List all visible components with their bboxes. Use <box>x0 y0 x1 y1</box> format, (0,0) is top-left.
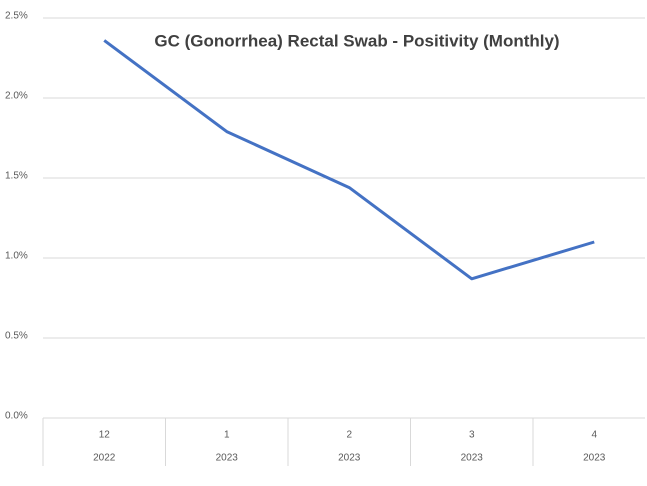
x-group-label: 2023 <box>338 453 361 464</box>
x-tick-label: 1 <box>224 430 230 441</box>
x-tick-label: 12 <box>99 430 111 441</box>
y-tick-label: 1.5% <box>5 171 28 182</box>
x-group-label: 2023 <box>216 453 239 464</box>
chart-title: GC (Gonorrhea) Rectal Swab - Positivity … <box>154 31 559 50</box>
y-tick-label: 0.5% <box>5 331 28 342</box>
y-tick-label: 0.0% <box>5 411 28 422</box>
line-series <box>103 39 595 281</box>
x-tick-label: 2 <box>346 430 352 441</box>
y-tick-label: 2.0% <box>5 91 28 102</box>
x-tick-label: 3 <box>469 430 475 441</box>
x-group-label: 2023 <box>461 453 484 464</box>
x-group-label: 2022 <box>93 453 116 464</box>
x-group-label: 2023 <box>583 453 606 464</box>
y-tick-label: 1.0% <box>5 251 28 262</box>
y-tick-label: 2.5% <box>5 11 28 22</box>
x-tick-label: 4 <box>591 430 597 441</box>
